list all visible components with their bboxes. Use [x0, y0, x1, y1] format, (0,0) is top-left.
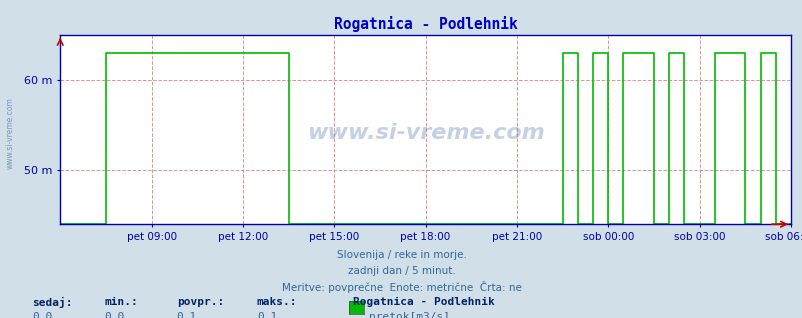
Text: zadnji dan / 5 minut.: zadnji dan / 5 minut. [347, 266, 455, 275]
Text: min.:: min.: [104, 297, 138, 307]
Text: sedaj:: sedaj: [32, 297, 72, 308]
Text: 0,1: 0,1 [257, 312, 277, 318]
Text: 0,0: 0,0 [104, 312, 124, 318]
Text: www.si-vreme.com: www.si-vreme.com [306, 123, 544, 143]
Text: pretok[m3/s]: pretok[m3/s] [369, 312, 450, 318]
Text: 0,1: 0,1 [176, 312, 196, 318]
Text: Meritve: povprečne  Enote: metrične  Črta: ne: Meritve: povprečne Enote: metrične Črta:… [282, 281, 520, 294]
Text: 0,0: 0,0 [32, 312, 52, 318]
Text: www.si-vreme.com: www.si-vreme.com [6, 98, 15, 169]
Text: Rogatnica - Podlehnik: Rogatnica - Podlehnik [353, 297, 495, 308]
Title: Rogatnica - Podlehnik: Rogatnica - Podlehnik [334, 17, 516, 32]
Text: Slovenija / reke in morje.: Slovenija / reke in morje. [336, 250, 466, 259]
Text: povpr.:: povpr.: [176, 297, 224, 307]
Text: maks.:: maks.: [257, 297, 297, 307]
